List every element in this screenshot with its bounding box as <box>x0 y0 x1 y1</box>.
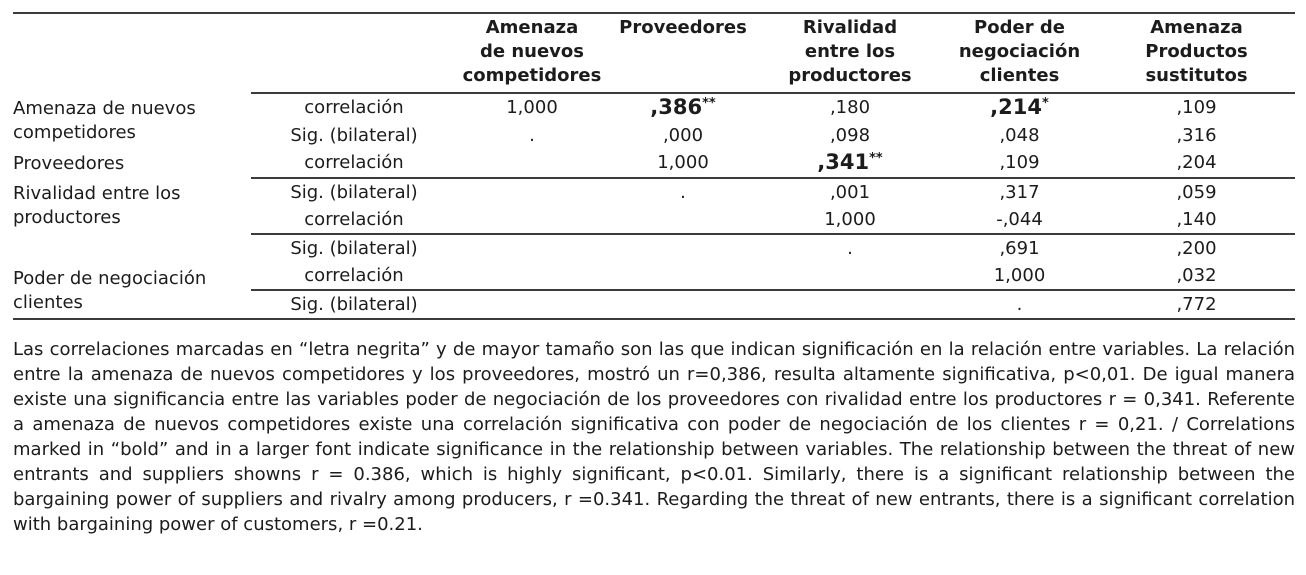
value-cell-significant: ,214* <box>941 93 1098 122</box>
header-row: Amenaza de nuevos competidores Proveedor… <box>13 13 1295 94</box>
table-row: Sig. (bilateral) . ,000 ,098 ,048 ,316 <box>13 122 1295 149</box>
stat-type-cell: correlación <box>251 206 457 235</box>
value-cell: ,109 <box>1176 97 1217 118</box>
stat-type-cell: Sig. (bilateral) <box>290 237 418 259</box>
column-header-rivalidad: Rivalidad entre los productores <box>759 13 941 94</box>
column-header-poder-negociacion: Poder de negociación clientes <box>941 13 1098 94</box>
value-cell: -,044 <box>941 206 1098 235</box>
value-cell <box>457 178 607 206</box>
table-row: Sig. (bilateral) . ,772 <box>13 290 1295 319</box>
value-cell: ,032 <box>1098 262 1295 291</box>
stat-type-cell: Sig. (bilateral) <box>290 124 418 146</box>
value-cell: 1,000 <box>759 206 941 235</box>
value-cell <box>457 149 607 179</box>
value-cell <box>457 290 607 319</box>
table-row: Amenaza de nuevos competidores correlaci… <box>13 93 1295 143</box>
correlation-value: ,386 <box>650 95 703 119</box>
value-cell <box>457 262 607 291</box>
value-cell <box>607 290 759 319</box>
column-header-proveedores: Proveedores <box>607 13 759 94</box>
row-label-rivalidad: Rivalidad entre los productores <box>13 183 181 228</box>
value-cell: ,317 <box>999 181 1040 203</box>
correlation-value: ,214 <box>990 95 1042 119</box>
value-cell: 1,000 <box>941 262 1098 291</box>
stat-type-cell: correlación <box>251 149 457 179</box>
table-row: correlación 1,000 ,032 <box>13 262 1295 291</box>
significance-asterisks: ** <box>702 96 716 111</box>
table-row: Proveedores correlación 1,000 ,341** ,10… <box>13 149 1295 179</box>
value-cell: 1,000 <box>607 149 759 179</box>
value-cell: ,000 <box>662 124 704 146</box>
row-label-proveedores: Proveedores <box>13 152 125 174</box>
value-cell: ,180 <box>829 97 871 118</box>
value-cell: . <box>1016 293 1023 315</box>
value-cell <box>759 262 941 291</box>
value-cell: . <box>529 124 535 146</box>
value-cell: 1,000 <box>506 97 558 118</box>
header-empty-label <box>13 13 251 93</box>
value-cell: ,098 <box>829 124 871 146</box>
stat-type-cell: Sig. (bilateral) <box>290 293 418 315</box>
value-cell: ,204 <box>1098 149 1295 179</box>
value-cell: ,140 <box>1098 206 1295 235</box>
value-cell: ,001 <box>829 181 871 203</box>
table-row: Rivalidad entre los productores Sig. (bi… <box>13 178 1295 229</box>
value-cell-significant: ,341** <box>759 149 941 179</box>
correlation-table: Amenaza de nuevos competidores Proveedor… <box>13 12 1295 320</box>
value-cell: ,772 <box>1176 293 1217 315</box>
column-header-amenaza-competidores: Amenaza de nuevos competidores <box>457 13 607 94</box>
value-cell <box>607 262 759 291</box>
page: Amenaza de nuevos competidores Proveedor… <box>13 12 1295 535</box>
value-cell: ,059 <box>1176 181 1217 203</box>
table-row: correlación 1,000 -,044 ,140 <box>13 206 1295 235</box>
value-cell: ,691 <box>999 237 1040 259</box>
header-empty-stat <box>251 13 457 94</box>
value-cell <box>759 290 941 319</box>
row-label-poder-negociacion: Poder de negociación clientes <box>13 268 207 313</box>
value-cell <box>457 234 607 262</box>
row-label-amenaza-competidores: Amenaza de nuevos competidores <box>13 98 196 143</box>
value-cell <box>607 234 759 262</box>
value-cell: . <box>847 237 853 259</box>
stat-type-cell: Sig. (bilateral) <box>290 181 418 203</box>
value-cell: ,109 <box>941 149 1098 179</box>
value-cell: . <box>680 181 686 203</box>
value-cell <box>457 206 607 235</box>
stat-type-cell: correlación <box>304 97 404 118</box>
value-cell: ,200 <box>1176 237 1217 259</box>
table-note: Las correlaciones marcadas en “letra neg… <box>13 339 1295 535</box>
value-cell: ,316 <box>1176 124 1217 146</box>
value-cell-significant: ,386** <box>607 93 759 122</box>
table-row: Poder de negociación clientes Sig. (bila… <box>13 234 1295 314</box>
significance-asterisks: * <box>1042 96 1049 111</box>
stat-type-cell: correlación <box>251 262 457 291</box>
value-cell: ,048 <box>999 124 1040 146</box>
significance-asterisks: ** <box>869 151 883 166</box>
column-header-productos-sustitutos: Amenaza Productos sustitutos <box>1098 13 1295 94</box>
correlation-value: ,341 <box>817 150 870 174</box>
value-cell <box>607 206 759 235</box>
